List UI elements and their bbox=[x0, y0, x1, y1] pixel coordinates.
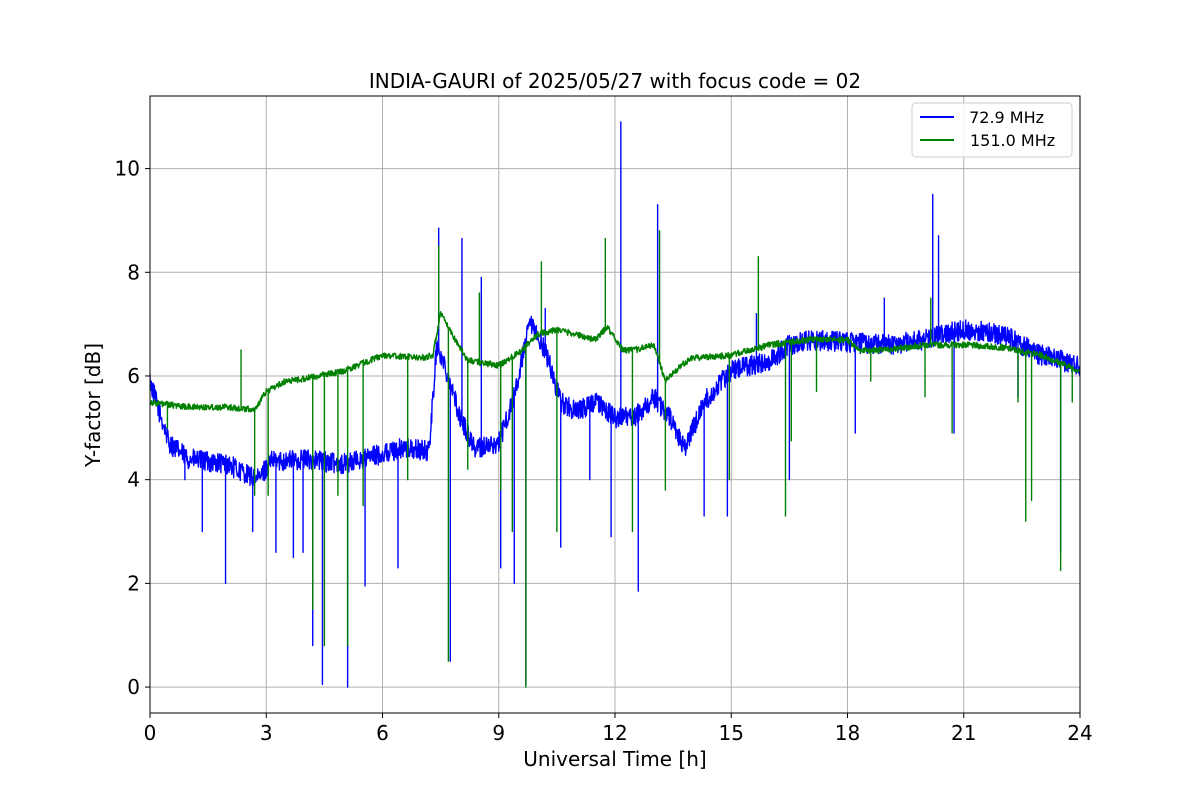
chart-title: INDIA-GAURI of 2025/05/27 with focus cod… bbox=[369, 69, 861, 93]
series-line-0 bbox=[150, 121, 1080, 688]
series-layer bbox=[150, 121, 1080, 688]
x-tick-label: 12 bbox=[602, 721, 627, 745]
y-tick-label: 10 bbox=[115, 157, 140, 181]
x-axis-label: Universal Time [h] bbox=[523, 747, 706, 771]
legend-label-151mhz: 151.0 MHz bbox=[970, 131, 1055, 150]
y-tick-label: 6 bbox=[127, 364, 140, 388]
x-tick-label: 15 bbox=[719, 721, 744, 745]
y-tick-label: 0 bbox=[127, 675, 140, 699]
y-tick-label: 8 bbox=[127, 260, 140, 284]
x-tick-label: 18 bbox=[835, 721, 860, 745]
series-line-1 bbox=[150, 230, 1080, 688]
y-tick-label: 4 bbox=[127, 468, 140, 492]
legend: 72.9 MHz 151.0 MHz bbox=[911, 102, 1073, 158]
x-tick-label: 6 bbox=[376, 721, 389, 745]
x-tick-label: 9 bbox=[492, 721, 505, 745]
y-tick-label: 2 bbox=[127, 571, 140, 595]
y-axis-label: Y-factor [dB] bbox=[81, 343, 105, 468]
x-tick-label: 0 bbox=[144, 721, 157, 745]
x-tick-label: 21 bbox=[951, 721, 976, 745]
x-tick-label: 3 bbox=[260, 721, 273, 745]
legend-label-72mhz: 72.9 MHz bbox=[964, 108, 1044, 127]
x-tick-label: 24 bbox=[1067, 721, 1092, 745]
